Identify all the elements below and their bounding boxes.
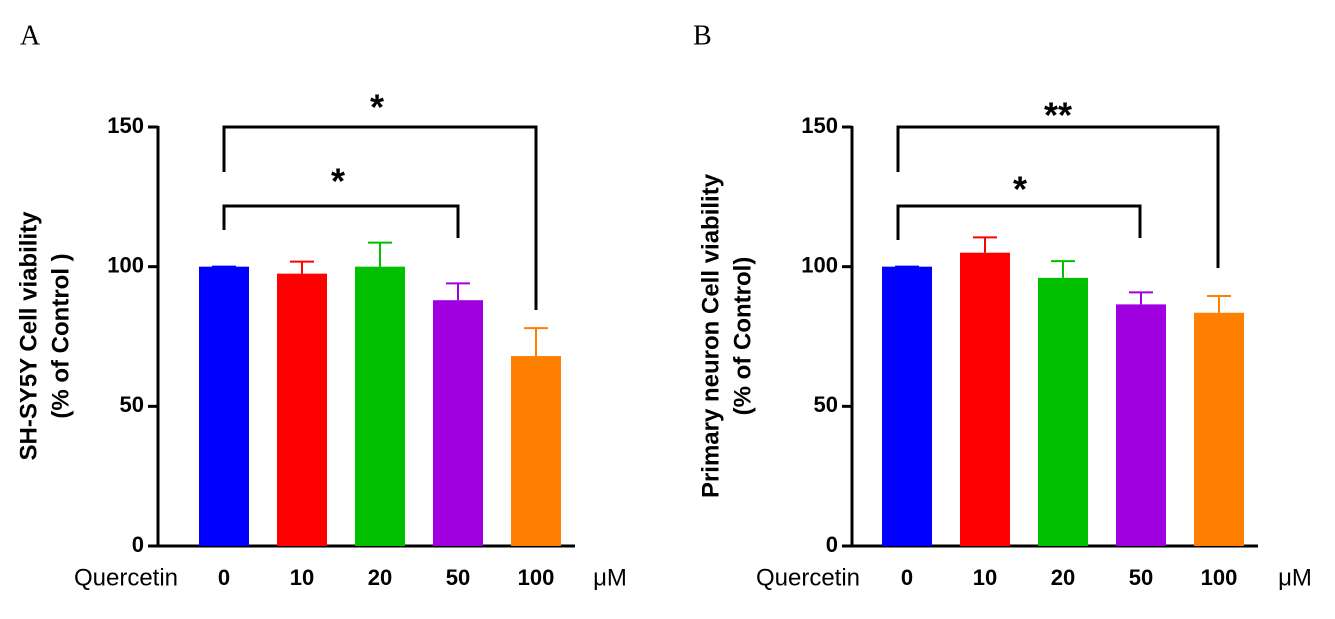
x-tick-label: 20	[368, 565, 392, 590]
y-tick-label: 100	[107, 252, 144, 277]
x-tick-label: 0	[218, 565, 230, 590]
y-tick-label: 100	[801, 252, 838, 277]
error-bar	[368, 241, 392, 267]
x-label: Quercetin	[74, 564, 178, 591]
significance-bracket	[222, 125, 538, 310]
error-bar	[290, 260, 314, 274]
x-tick-label: 10	[973, 565, 997, 590]
x-tick-label: 100	[518, 565, 555, 590]
significance-label: **	[1044, 95, 1072, 136]
error-bar	[1207, 294, 1231, 313]
bar	[277, 273, 327, 546]
y-tick-label: 150	[801, 113, 838, 138]
bar	[1038, 277, 1088, 546]
bar	[960, 252, 1010, 546]
x-tick-label: 50	[1129, 565, 1153, 590]
significance-label: *	[331, 161, 345, 202]
error-bar	[524, 327, 548, 357]
x-tick-label: 50	[446, 565, 470, 590]
panel-label: A	[20, 20, 41, 51]
x-tick-label: 20	[1051, 565, 1075, 590]
significance-bracket	[222, 204, 460, 238]
significance-bracket	[896, 125, 1220, 268]
significance-bracket	[896, 204, 1142, 240]
error-bar	[1051, 260, 1075, 278]
y-axis-label: (% of Control)	[729, 257, 756, 416]
y-tick-label: 50	[814, 392, 838, 417]
bar	[511, 356, 561, 546]
x-tick-label: 0	[901, 565, 913, 590]
significance-label: *	[370, 87, 384, 128]
bar	[882, 266, 932, 546]
y-tick-label: 0	[132, 532, 144, 557]
y-axis-label: (% of Control )	[47, 253, 74, 418]
y-tick-label: 150	[107, 113, 144, 138]
error-bar	[973, 236, 997, 253]
bar	[199, 266, 249, 546]
significance-label: *	[1013, 169, 1027, 210]
bar	[1116, 304, 1166, 546]
y-tick-label: 0	[826, 532, 838, 557]
bar	[433, 300, 483, 546]
x-unit: μM	[593, 564, 627, 591]
x-tick-label: 10	[290, 565, 314, 590]
bar	[355, 266, 405, 546]
y-axis-label: Primary neuron Cell viability	[697, 173, 724, 498]
y-axis-label: SH-SY5Y Cell viability	[15, 211, 42, 461]
y-tick-label: 50	[120, 392, 144, 417]
x-label: Quercetin	[756, 564, 860, 591]
panel-label: B	[693, 20, 712, 51]
x-unit: μM	[1278, 564, 1312, 591]
error-bar	[1129, 291, 1153, 305]
error-bar	[446, 282, 470, 301]
x-tick-label: 100	[1201, 565, 1238, 590]
bar	[1194, 312, 1244, 546]
